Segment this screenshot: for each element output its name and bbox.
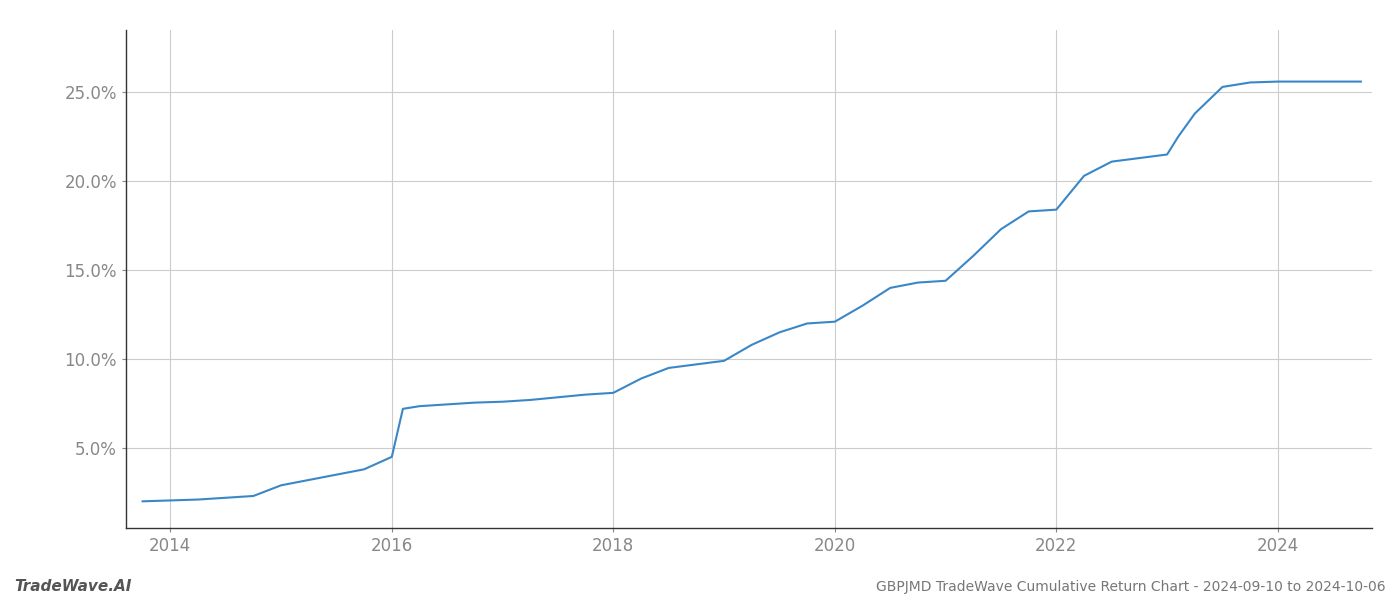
Text: TradeWave.AI: TradeWave.AI [14, 579, 132, 594]
Text: GBPJMD TradeWave Cumulative Return Chart - 2024-09-10 to 2024-10-06: GBPJMD TradeWave Cumulative Return Chart… [876, 580, 1386, 594]
